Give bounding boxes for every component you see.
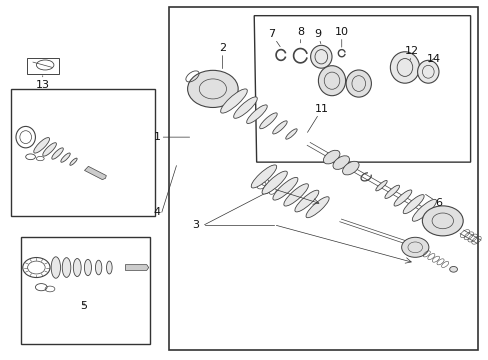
Text: 8: 8 — [296, 27, 304, 43]
Ellipse shape — [34, 138, 49, 153]
Text: 11: 11 — [307, 104, 328, 132]
Ellipse shape — [375, 180, 386, 191]
Text: 14: 14 — [426, 54, 440, 64]
Circle shape — [422, 206, 462, 236]
Ellipse shape — [84, 259, 91, 276]
Ellipse shape — [285, 129, 297, 139]
Ellipse shape — [62, 258, 71, 277]
Ellipse shape — [70, 158, 77, 165]
Bar — [11, 89, 154, 216]
Bar — [27, 58, 59, 73]
Text: 3: 3 — [192, 220, 199, 230]
Circle shape — [187, 70, 238, 108]
Ellipse shape — [73, 258, 81, 276]
Ellipse shape — [259, 113, 277, 129]
Ellipse shape — [52, 148, 63, 159]
Ellipse shape — [389, 52, 419, 83]
Ellipse shape — [42, 143, 56, 156]
Ellipse shape — [411, 199, 436, 221]
Ellipse shape — [332, 156, 349, 170]
Ellipse shape — [246, 105, 267, 123]
Ellipse shape — [61, 153, 70, 162]
Text: 7: 7 — [267, 28, 280, 47]
FancyArrow shape — [84, 166, 106, 180]
Ellipse shape — [402, 195, 423, 213]
Ellipse shape — [294, 190, 318, 212]
Circle shape — [401, 237, 428, 257]
Text: 2: 2 — [219, 43, 226, 69]
Ellipse shape — [272, 177, 297, 200]
Ellipse shape — [233, 97, 257, 118]
Text: 6: 6 — [425, 194, 442, 208]
Ellipse shape — [272, 121, 286, 134]
Ellipse shape — [305, 197, 328, 218]
Text: 5: 5 — [81, 301, 87, 311]
Text: 12: 12 — [405, 46, 418, 60]
Circle shape — [449, 266, 457, 272]
Ellipse shape — [51, 257, 61, 278]
Ellipse shape — [262, 171, 287, 194]
Text: 4: 4 — [153, 207, 160, 217]
Ellipse shape — [251, 165, 276, 188]
Text: 10: 10 — [334, 27, 348, 47]
FancyArrow shape — [125, 265, 148, 270]
Ellipse shape — [220, 89, 247, 113]
Ellipse shape — [95, 260, 102, 275]
Text: 9: 9 — [313, 28, 320, 44]
Ellipse shape — [393, 190, 411, 206]
Text: 13: 13 — [36, 76, 50, 90]
Ellipse shape — [323, 150, 339, 164]
Ellipse shape — [342, 161, 358, 175]
Ellipse shape — [346, 70, 371, 97]
Ellipse shape — [310, 45, 331, 68]
Ellipse shape — [417, 60, 438, 83]
Bar — [169, 7, 477, 350]
Text: 1: 1 — [153, 132, 189, 142]
Ellipse shape — [384, 185, 399, 198]
Ellipse shape — [318, 66, 345, 96]
Bar — [21, 237, 149, 344]
Ellipse shape — [283, 184, 308, 206]
Ellipse shape — [106, 261, 112, 274]
